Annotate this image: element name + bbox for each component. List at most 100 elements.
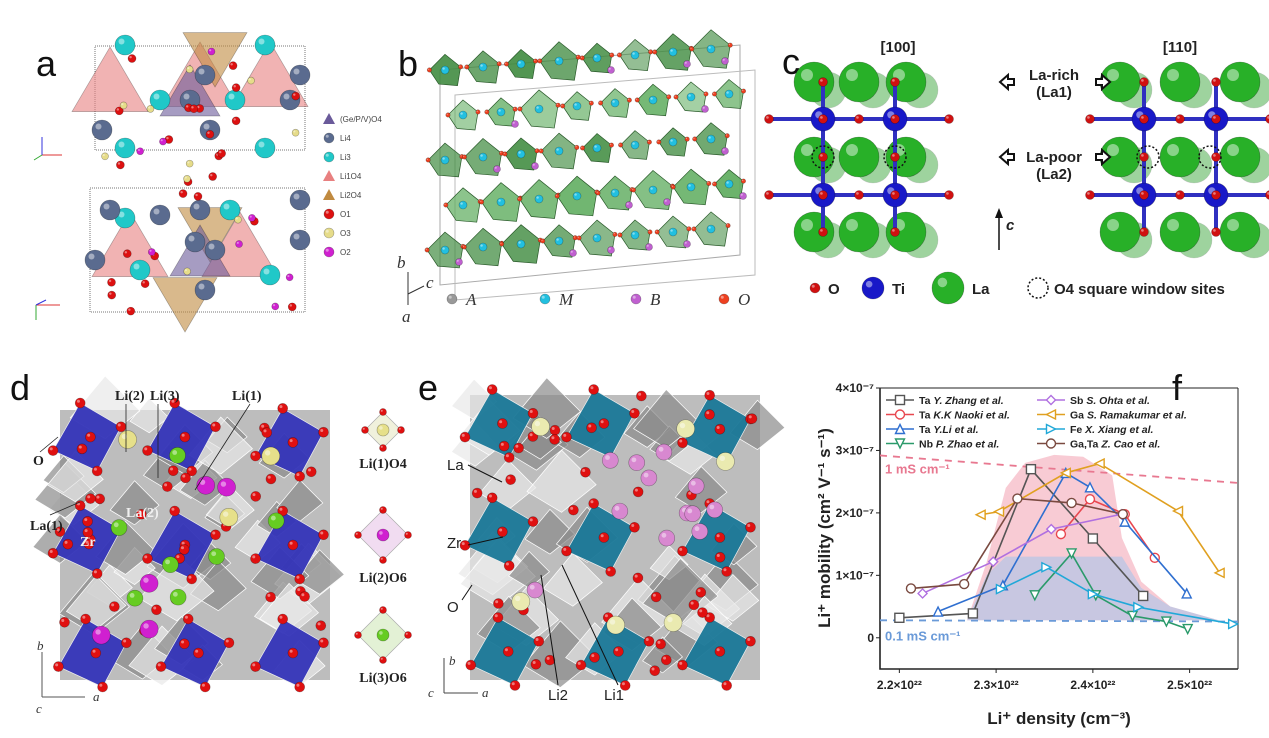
o-atom-highlight [444, 203, 446, 205]
li-site-label: Li(3)O6 [359, 671, 406, 686]
m-atom-highlight [708, 136, 711, 139]
o-atom [688, 599, 700, 611]
m-atom [440, 155, 450, 165]
o-atom-body [502, 646, 514, 657]
o-atom-highlight [856, 116, 859, 119]
o2-atom [235, 240, 243, 248]
b-atom [569, 249, 577, 257]
o-atom [62, 538, 74, 550]
o4-window-site [1136, 145, 1160, 169]
m-atom-highlight [670, 229, 673, 232]
o-atom-body [513, 442, 524, 454]
la-atom-highlight [1227, 144, 1239, 156]
li1-atom-body [511, 592, 531, 611]
o2-atom-body [248, 214, 256, 222]
o-atom-highlight [657, 640, 661, 644]
o-atom-body [155, 661, 167, 672]
o-atom-highlight [573, 236, 576, 238]
o1-atom-highlight [207, 131, 210, 135]
m-atom-highlight [518, 61, 521, 64]
o-atom [598, 532, 610, 543]
m-atom-body [516, 239, 526, 249]
o-atom-body [598, 100, 604, 106]
o-atom-highlight [85, 540, 89, 544]
b-atom [683, 240, 691, 248]
o-atom-highlight [1177, 116, 1180, 119]
li3-atom-highlight [172, 591, 178, 597]
li1-atom-body [118, 430, 137, 449]
legend-dopant: Nb [919, 439, 936, 451]
m-atom-highlight [518, 241, 521, 244]
o-atom [294, 471, 306, 482]
o-atom [354, 631, 362, 639]
data-point [967, 608, 979, 619]
li2-atom-highlight [605, 455, 610, 460]
o-atom-highlight [494, 614, 498, 618]
o-atom [182, 613, 194, 625]
m-atom-highlight [632, 52, 635, 55]
b-atom [493, 165, 501, 173]
o-atom [1265, 190, 1269, 200]
o-atom-highlight [820, 116, 823, 119]
arrow-left-icon [998, 147, 1015, 167]
o-atom-highlight [49, 447, 53, 451]
o-atom-highlight [766, 192, 769, 195]
li3-atom-highlight [211, 551, 217, 557]
o-atom-body [265, 473, 277, 485]
o-atom-body [574, 144, 580, 150]
o-atom-highlight [692, 227, 694, 229]
o-atom [704, 389, 716, 401]
la-atom-highlight [801, 144, 813, 156]
o-atom-highlight [1213, 154, 1216, 157]
o-atom-body [626, 97, 632, 103]
o-atom-body [250, 553, 261, 564]
o-atom-highlight [742, 89, 744, 91]
o-atom-highlight [500, 242, 502, 244]
o-atom-body [287, 437, 299, 448]
legend-sphere-icon [718, 293, 730, 305]
o-atom-body [318, 637, 329, 649]
o-atom-highlight [380, 557, 383, 560]
o-atom-highlight [596, 191, 598, 193]
o-atom-body [530, 658, 542, 670]
m-atom [440, 65, 450, 75]
la-dodecahedron [512, 377, 581, 439]
o-atom [142, 553, 153, 564]
legend-a: (Ge/P/V)O4 Li4 Li3 Li1O4 Li2O4 O1 O3 O2 [323, 113, 382, 258]
o1-atom-highlight [116, 108, 120, 111]
o-atom-highlight [465, 65, 467, 67]
b-atom-highlight [570, 250, 573, 253]
m-atom-highlight [708, 46, 711, 49]
o-atom [944, 114, 954, 124]
la-atom-highlight [1167, 144, 1179, 156]
o1-atom-body [178, 189, 188, 198]
o-atom-body [250, 491, 262, 502]
o-atom-highlight [856, 192, 859, 195]
li4-atom-highlight [88, 253, 95, 260]
legend-label: Li3 [340, 153, 351, 162]
m-atom-body [630, 50, 640, 60]
m-atom [592, 233, 602, 243]
b-atom [531, 162, 539, 170]
li2-atom-highlight [687, 508, 693, 514]
o1-atom-body [116, 160, 125, 170]
o-atom-body [464, 64, 470, 70]
o-atom-body [549, 424, 561, 436]
o-atom-highlight [61, 619, 65, 623]
o3-atom [185, 159, 194, 168]
o-atom-body [294, 573, 306, 585]
o-atom-body [404, 531, 412, 539]
o-atom [636, 390, 647, 402]
li3-atom [267, 512, 285, 530]
o-atom-highlight [92, 649, 96, 653]
o-atom-body [162, 481, 173, 492]
li2-atom-highlight [143, 623, 149, 629]
o-atom-highlight [460, 155, 462, 157]
o-atom [890, 114, 900, 124]
b-atom-body [721, 147, 729, 155]
x-tick-label: 2.2×10²² [877, 678, 922, 692]
m-atom-body [724, 179, 734, 189]
legend-author: S. Ramakumar et al. [1087, 410, 1187, 422]
o2-atom-body [207, 47, 216, 56]
o-atom-highlight [252, 493, 256, 497]
